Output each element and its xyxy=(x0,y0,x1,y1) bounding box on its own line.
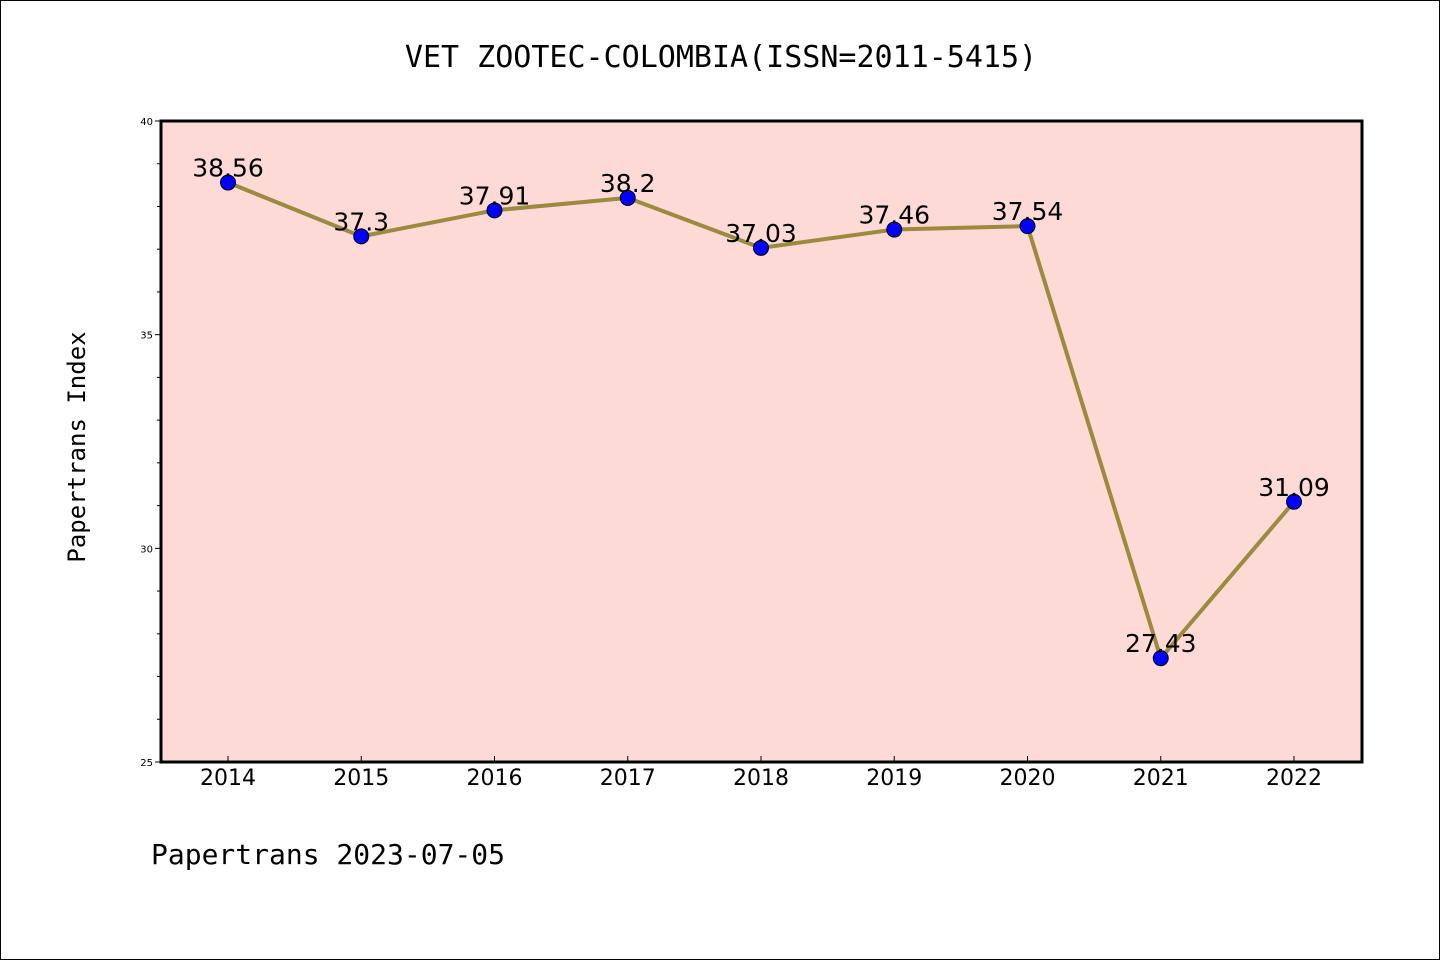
data-label: 37.03 xyxy=(725,219,797,248)
y-axis: 25 30 35 40 xyxy=(140,117,161,769)
x-tick-label: 2022 xyxy=(1266,766,1322,791)
data-point xyxy=(353,228,370,245)
x-tick-label: 2020 xyxy=(1000,766,1056,791)
data-point xyxy=(619,189,636,206)
data-point xyxy=(1019,218,1036,235)
data-label: 27.43 xyxy=(1125,629,1197,658)
chart-title: VET ZOOTEC-COLOMBIA(ISSN=2011-5415) xyxy=(405,40,1037,75)
x-axis: 2014 2015 2016 2017 2018 2019 2020 2021 2022 xyxy=(200,756,1322,791)
data-label: 37.91 xyxy=(459,181,531,210)
x-tick-label: 2021 xyxy=(1133,766,1189,791)
data-label: 37.46 xyxy=(858,201,930,230)
y-tick-label: 25 xyxy=(140,758,153,769)
series-layer: 38.56 37.3 37.91 38.2 37.03 37.46 37.54 27.43 31… xyxy=(192,154,1330,667)
x-tick-label: 2019 xyxy=(866,766,922,791)
data-label: 38.2 xyxy=(600,169,656,198)
y-tick-label: 35 xyxy=(140,331,153,342)
x-tick-label: 2016 xyxy=(467,766,523,791)
data-label: 31.09 xyxy=(1258,473,1330,502)
data-point xyxy=(1152,650,1169,667)
x-tick-label: 2014 xyxy=(200,766,256,791)
data-label: 37.3 xyxy=(333,207,389,236)
y-tick-label: 40 xyxy=(140,117,153,128)
x-tick-label: 2017 xyxy=(600,766,656,791)
data-point xyxy=(486,202,503,219)
x-tick-label: 2018 xyxy=(733,766,789,791)
y-tick-label: 30 xyxy=(140,544,153,555)
footer-text: Papertrans 2023-07-05 xyxy=(151,838,505,871)
data-label: 37.54 xyxy=(992,197,1064,226)
data-point xyxy=(1286,493,1302,510)
y-axis-label: Papertrans Index xyxy=(63,331,91,562)
x-tick-label: 2015 xyxy=(333,766,389,791)
data-label: 38.56 xyxy=(192,154,264,183)
data-point xyxy=(886,221,903,238)
data-point xyxy=(220,174,236,191)
data-point xyxy=(753,239,769,256)
